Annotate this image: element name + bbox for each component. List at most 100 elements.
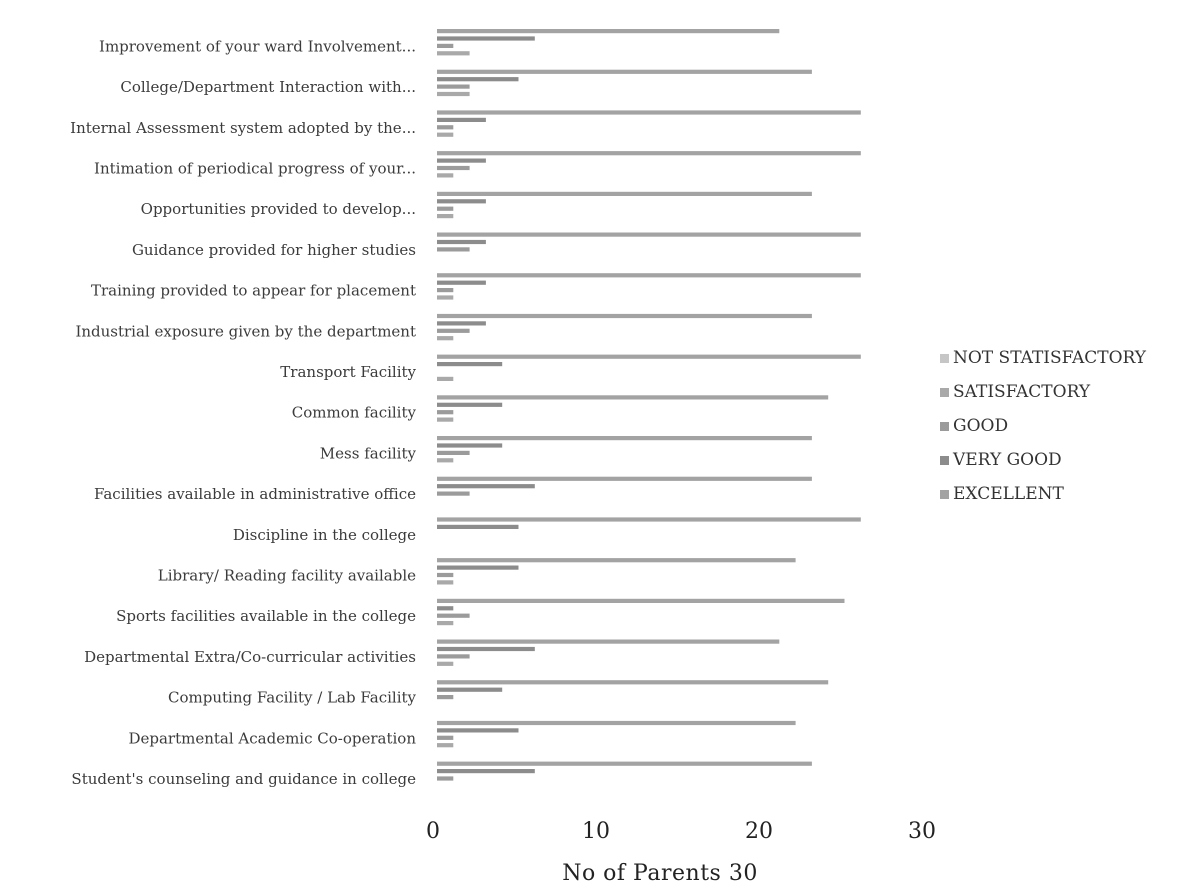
bar: [437, 436, 812, 441]
bar: [437, 151, 861, 156]
bar: [437, 410, 454, 415]
bar: [437, 728, 519, 733]
bar: [437, 173, 454, 178]
bar: [437, 687, 503, 692]
category-label: Intimation of periodical progress of you…: [94, 159, 416, 177]
bar: [437, 117, 486, 122]
bar: [437, 417, 454, 422]
bar: [437, 646, 535, 652]
bar: [437, 36, 535, 41]
legend-swatch: [940, 456, 949, 465]
bar: [437, 295, 454, 300]
bar: [437, 606, 454, 611]
bar: [437, 654, 470, 659]
bar: [437, 288, 454, 293]
bar: [437, 402, 503, 407]
category-label: Opportunities provided to develop...: [141, 200, 416, 218]
legend-label: GOOD: [953, 416, 1008, 436]
bar: [437, 376, 454, 381]
category-label: Computing Facility / Lab Facility: [168, 689, 416, 707]
bar: [437, 165, 470, 171]
bar: [437, 761, 812, 766]
category-label: Common facility: [292, 404, 417, 422]
category-label: Guidance provided for higher studies: [132, 241, 416, 259]
bar: [437, 328, 470, 333]
category-label: Student's counseling and guidance in col…: [71, 770, 416, 788]
bar: [437, 232, 861, 237]
bar: [437, 450, 470, 455]
bar: [437, 598, 845, 603]
bar: [437, 77, 519, 82]
bar: [437, 125, 454, 130]
bar: [437, 491, 470, 496]
bar: [437, 720, 796, 726]
bar: [437, 443, 503, 448]
bar: [437, 776, 454, 781]
category-label: Library/ Reading facility available: [158, 566, 416, 584]
category-label: Discipline in the college: [233, 526, 416, 544]
bar: [437, 84, 470, 89]
bar: [437, 639, 780, 644]
bar: [437, 565, 519, 570]
x-tick-label: 20: [745, 819, 773, 844]
bar: [437, 524, 519, 529]
legend-label: EXCELLENT: [953, 484, 1064, 504]
bar: [437, 43, 454, 48]
category-label: Departmental Academic Co-operation: [128, 729, 416, 747]
bar: [437, 239, 486, 245]
bar: [437, 484, 535, 489]
bar: [437, 313, 812, 319]
bar: [437, 680, 829, 685]
bar: [437, 199, 486, 204]
x-tick-label: 10: [582, 819, 610, 844]
bar: [437, 321, 486, 326]
bar: [437, 206, 454, 211]
bar: [437, 69, 812, 74]
bar: [437, 280, 486, 285]
bar: [437, 110, 861, 115]
category-label: Departmental Extra/Co-curricular activit…: [84, 648, 416, 666]
category-label: Internal Assessment system adopted by th…: [70, 119, 416, 137]
category-label: Improvement of your ward Involvement...: [99, 37, 416, 55]
bar: [437, 354, 861, 359]
bar: [437, 572, 454, 578]
legend-label: VERY GOOD: [952, 450, 1062, 470]
category-label: Mess facility: [320, 444, 417, 462]
category-label: Training provided to appear for placemen…: [91, 282, 416, 300]
bar: [437, 91, 470, 97]
bar: [437, 558, 796, 563]
bar: [437, 580, 454, 585]
bar: [437, 395, 829, 400]
legend-label: NOT STATISFACTORY: [953, 348, 1147, 368]
category-label: Industrial exposure given by the departm…: [75, 322, 416, 340]
bar: [437, 661, 454, 666]
category-label: College/Department Interaction with...: [120, 78, 416, 96]
bar: [437, 476, 812, 481]
bar: [437, 769, 535, 774]
bar: [437, 29, 780, 34]
legend-swatch: [940, 422, 949, 431]
x-axis-title: No of Parents 30: [562, 861, 758, 886]
category-label: Facilities available in administrative o…: [94, 485, 416, 503]
bar: [437, 247, 470, 252]
bar: [437, 51, 470, 56]
legend-label: SATISFACTORY: [953, 382, 1091, 402]
bar: [437, 362, 503, 367]
x-tick-label: 0: [426, 819, 440, 844]
bar: [437, 695, 454, 700]
bar: [437, 191, 812, 196]
bar: [437, 735, 454, 740]
legend-swatch: [940, 490, 949, 499]
bar: [437, 517, 861, 522]
bar: [437, 214, 454, 219]
bar: [437, 158, 486, 163]
bar: [437, 621, 454, 626]
legend-swatch: [940, 354, 949, 363]
bar: [437, 458, 454, 463]
bar: [437, 273, 861, 278]
category-label: Sports facilities available in the colle…: [116, 607, 416, 625]
category-label: Transport Facility: [280, 363, 416, 381]
bar: [437, 743, 454, 748]
